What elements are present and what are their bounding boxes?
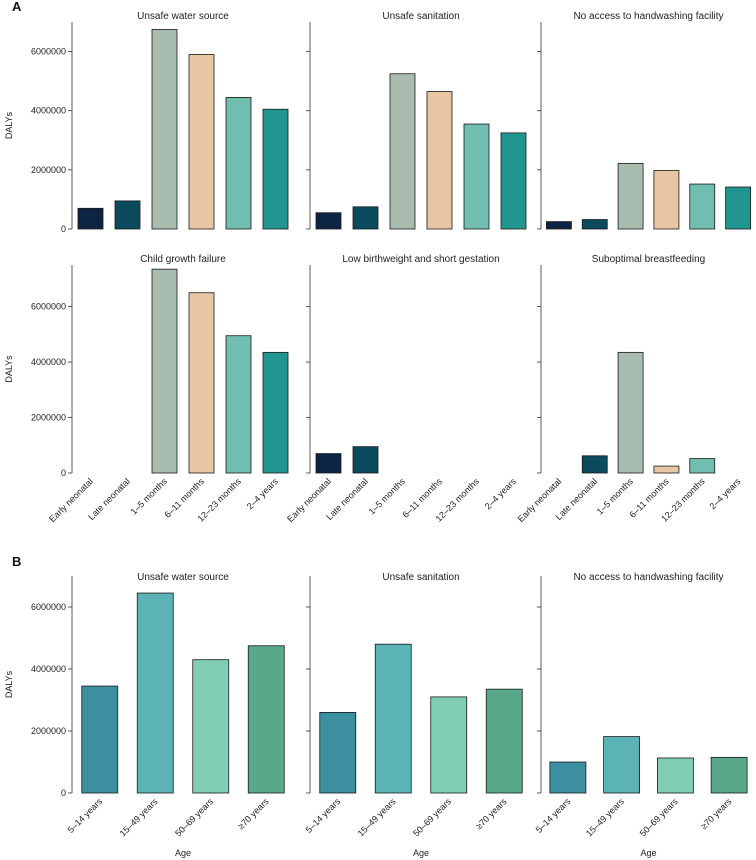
x-tick-label: 50–69 years xyxy=(638,796,680,838)
chart-title: Unsafe water source xyxy=(137,572,229,583)
chart-title: Unsafe water source xyxy=(137,11,229,22)
y-tick-label: 4000000 xyxy=(31,664,66,674)
bar-15-49-years xyxy=(374,643,412,794)
x-tick-label: 5–14 years xyxy=(304,796,343,835)
chart-title: Low birthweight and short gestation xyxy=(342,254,499,265)
bar-50-69-years xyxy=(656,757,694,794)
y-tick-label: 6000000 xyxy=(31,602,66,612)
bar-2-4-years xyxy=(262,108,289,230)
chart-title: No access to handwashing facility xyxy=(573,572,723,583)
bar-5-14-years xyxy=(549,761,587,794)
x-tick-label: 15–49 years xyxy=(356,796,398,838)
x-tick-label: 50–69 years xyxy=(173,796,215,838)
x-tick-label: 5–14 years xyxy=(534,796,573,835)
x-tick-label: ≥70 years xyxy=(474,796,509,831)
y-tick-label: 2000000 xyxy=(31,165,66,175)
bar-6-11-months xyxy=(188,54,215,230)
y-tick-label: 0 xyxy=(61,788,66,798)
x-tick-label: 5–14 years xyxy=(66,796,105,835)
chart-child-growth-failure: Child growth failure 0 2000000 4000000 60000… xyxy=(4,254,289,524)
section-label-a: A xyxy=(12,0,22,14)
bar-2-4-years xyxy=(725,186,751,230)
bar-12-23-months xyxy=(463,123,490,230)
bar-ge70-years xyxy=(710,756,748,794)
y-axis-label: DALYs xyxy=(4,355,14,383)
x-tick-label: ≥70 years xyxy=(699,796,734,831)
bar-50-69-years xyxy=(192,659,230,794)
x-tick-label: 1–5 months xyxy=(129,476,170,517)
bar-ge70-years xyxy=(485,688,523,794)
bar-2-4-years xyxy=(500,132,527,230)
x-axis-label: Age xyxy=(640,848,656,858)
bar-early-neonatal xyxy=(315,212,342,230)
bar-1-5-months xyxy=(389,73,416,230)
y-tick-label: 4000000 xyxy=(31,357,66,367)
x-tick-label: 50–69 years xyxy=(411,796,453,838)
x-tick-label: 15–49 years xyxy=(584,796,626,838)
section-label-b: B xyxy=(12,554,21,569)
bar-late-neonatal xyxy=(352,206,379,230)
chart-unsafe-sanitation-children: Unsafe sanitation xyxy=(306,11,527,230)
bar-6-11-months xyxy=(188,292,215,474)
chart-unsafe-water-children: Unsafe water source 0 2000000 4000000 600000… xyxy=(4,11,289,234)
chart-handwashing-children: No access to handwashing facility xyxy=(537,11,751,230)
bar-early-neonatal xyxy=(315,453,342,474)
bar-early-neonatal xyxy=(77,207,104,230)
bar-2-4-years xyxy=(262,351,289,474)
chart-title: Suboptimal breastfeeding xyxy=(592,254,705,265)
bar-5-14-years xyxy=(319,712,357,794)
chart-unsafe-sanitation-adults: Unsafe sanitation 5–14 years 15–49 years 50… xyxy=(304,572,523,858)
y-tick-label: 6000000 xyxy=(31,47,66,57)
chart-title: Unsafe sanitation xyxy=(382,572,459,583)
bar-1-5-months xyxy=(617,162,644,230)
y-tick-label: 6000000 xyxy=(31,302,66,312)
bar-15-49-years xyxy=(136,592,174,794)
chart-title: Unsafe sanitation xyxy=(382,11,459,22)
bar-50-69-years xyxy=(430,696,468,794)
bar-late-neonatal xyxy=(114,200,141,230)
chart-low-birthweight: Low birthweight and short gestationEarly… xyxy=(285,254,518,524)
x-tick-label: 2–4 years xyxy=(483,476,518,511)
bar-12-23-months xyxy=(689,183,716,230)
x-tick-label: 15–49 years xyxy=(118,796,160,838)
bar-6-11-months xyxy=(653,170,680,230)
bar-15-49-years xyxy=(603,736,641,794)
bar-5-14-years xyxy=(81,685,119,794)
y-axis-label: DALYs xyxy=(4,111,14,139)
bar-1-5-months xyxy=(617,351,644,474)
bar-12-23-months xyxy=(225,97,252,230)
y-axis-label: DALYs xyxy=(4,670,14,698)
bar-late-neonatal xyxy=(581,219,608,230)
bar-1-5-months xyxy=(151,268,178,474)
bar-late-neonatal xyxy=(581,455,608,474)
x-tick-label: 2–4 years xyxy=(245,476,280,511)
bar-ge70-years xyxy=(247,645,285,794)
y-tick-label: 2000000 xyxy=(31,726,66,736)
bar-1-5-months xyxy=(151,28,178,230)
chart-unsafe-water-adults: Unsafe water source 0 2000000 4000000 600000… xyxy=(4,572,285,858)
x-tick-label: ≥70 years xyxy=(236,796,271,831)
bar-early-neonatal xyxy=(546,221,572,230)
chart-handwashing-adults: No access to handwashing facility 5–14 ye… xyxy=(534,572,748,858)
y-tick-label: 0 xyxy=(61,224,66,234)
chart-title: Child growth failure xyxy=(140,254,226,265)
bar-12-23-months xyxy=(225,335,252,474)
bar-6-11-months xyxy=(653,465,680,474)
x-axis-label: Age xyxy=(175,848,191,858)
y-tick-label: 0 xyxy=(61,468,66,478)
y-tick-label: 4000000 xyxy=(31,106,66,116)
bar-12-23-months xyxy=(689,458,716,474)
x-tick-label: 1–5 months xyxy=(367,476,408,517)
y-tick-label: 2000000 xyxy=(31,413,66,423)
chart-title: No access to handwashing facility xyxy=(573,11,723,22)
bar-late-neonatal xyxy=(352,446,379,474)
x-tick-label: 2–4 years xyxy=(707,476,742,511)
x-axis-label: Age xyxy=(413,848,429,858)
bar-6-11-months xyxy=(426,91,453,230)
